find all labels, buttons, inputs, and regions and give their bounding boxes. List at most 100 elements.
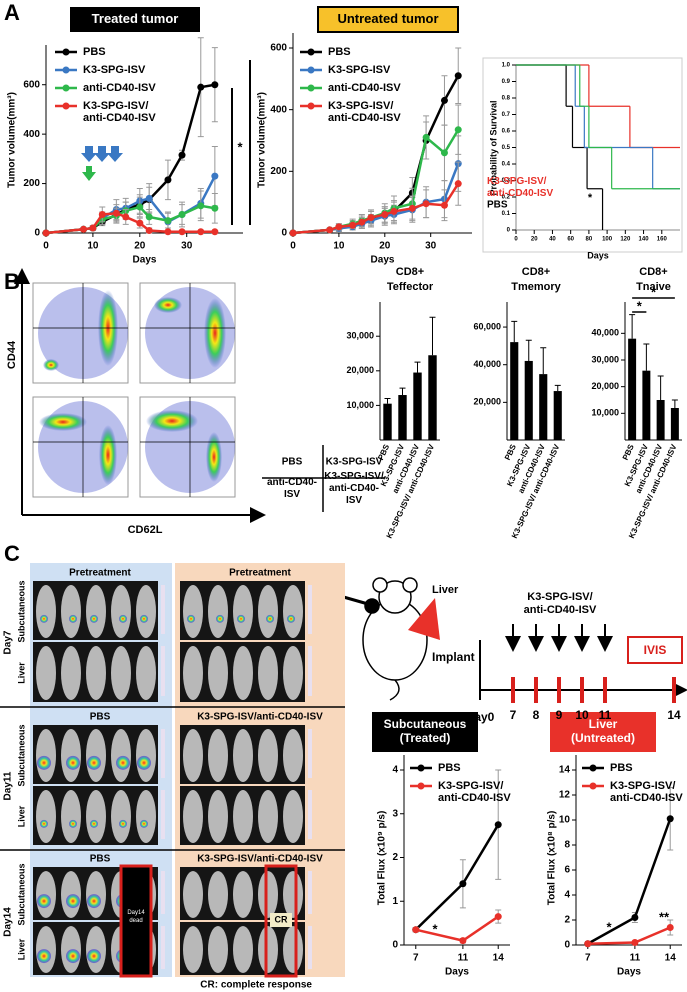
signal [140, 614, 148, 623]
y-tick-label: 0.1 [502, 211, 511, 217]
x-tick-label: 10 [333, 241, 345, 252]
mouse [183, 926, 203, 973]
legend-label: PBS [438, 762, 461, 774]
density-hotspot [146, 410, 198, 432]
cr-label: CR [275, 914, 288, 924]
bar [524, 360, 533, 440]
mouse [111, 585, 131, 638]
density-hotspot [204, 298, 226, 368]
mouse [36, 790, 56, 843]
mouse [61, 729, 81, 782]
point [349, 221, 357, 229]
y-tick-label: 0.5 [502, 145, 511, 151]
legend-label: anti-CD40-ISV [83, 82, 156, 94]
point [122, 213, 130, 221]
legend-label: K3-SPG-ISV/anti-CD40-ISV [610, 780, 683, 804]
mouse [258, 729, 278, 782]
x-axis-label: Days [445, 967, 469, 978]
point [145, 213, 153, 221]
mouse [111, 729, 131, 782]
y-tick-label: 12 [559, 790, 571, 801]
column-header: K3-SPG-ISV/anti-CD40-ISV [197, 712, 323, 723]
scale-bar [161, 646, 165, 696]
point [631, 914, 639, 921]
y-tick-label: 200 [270, 166, 287, 177]
panel-label: C [4, 541, 20, 566]
x-tick-label: 20 [134, 241, 146, 252]
point [197, 202, 205, 210]
flow-plot [139, 396, 236, 498]
point [112, 209, 120, 217]
y-tick-label: 0 [392, 940, 398, 951]
bar [398, 395, 407, 440]
y-tick-label: 0.2 [502, 195, 511, 201]
signal [137, 755, 151, 770]
legend-marker [62, 102, 70, 110]
mouse [208, 871, 228, 918]
error-bar [671, 399, 678, 408]
mouse [208, 729, 228, 782]
title-box [70, 7, 200, 32]
y-axis-label: Total Flux (x10⁹ p/s) [377, 811, 388, 906]
error-bar [629, 314, 636, 339]
treatment-arrows [81, 146, 123, 181]
day-number: 9 [556, 708, 563, 722]
point [440, 201, 448, 209]
mouse [258, 871, 278, 918]
point [440, 96, 448, 104]
signal [69, 819, 77, 828]
y-tick-label: 10,000 [346, 400, 374, 410]
legend-label: K3-SPG-ISV/anti-CD40-ISV [83, 100, 156, 124]
bar [553, 391, 562, 440]
legend-marker [62, 66, 70, 74]
mouse [208, 646, 228, 700]
y-tick-label: 40,000 [591, 328, 619, 338]
error-bar [525, 339, 532, 361]
y-tick-label: 20,000 [346, 365, 374, 375]
legend-marker [307, 84, 315, 92]
flow-plot [32, 282, 129, 384]
legend-marker [589, 764, 597, 772]
series-line [45, 211, 215, 235]
mouse [136, 729, 156, 782]
error-bar [414, 361, 421, 373]
group-key: K3-SPG-ISV [326, 457, 383, 468]
y-tick-label: 0.6 [502, 129, 511, 135]
y-tick-label: 2 [564, 915, 570, 926]
signal [37, 894, 51, 909]
x-axis-label: Days [133, 255, 157, 266]
row-label: Subcutaneous [16, 863, 26, 925]
legend-marker [589, 782, 597, 790]
point [584, 940, 592, 948]
error-bar [384, 397, 391, 404]
legend-label: PBS [328, 46, 351, 58]
x-tick-label: 120 [620, 237, 631, 243]
x-axis-label: Days [617, 967, 641, 978]
series-line [292, 163, 460, 235]
mouse [61, 790, 81, 843]
treatment-label: K3-SPG-ISV/anti-CD40-ISV [524, 591, 597, 616]
column-header: K3-SPG-ISV/anti-CD40-ISV [197, 854, 323, 865]
x-tick-label: 11 [630, 953, 641, 964]
axis-label: CD44 [6, 340, 18, 369]
flow-plot [139, 282, 236, 384]
mouse [183, 646, 203, 700]
chart-title: CD8+ Tnaive [636, 266, 671, 293]
point [197, 228, 205, 236]
mouse [233, 729, 253, 782]
series-line [587, 818, 672, 945]
mouse [258, 790, 278, 843]
legend-marker [417, 782, 425, 790]
point [454, 72, 462, 80]
mouse [61, 585, 81, 638]
row-label: Liver [16, 805, 26, 827]
bar [670, 408, 679, 440]
column-header: Pretreatment [229, 568, 291, 579]
point [164, 217, 172, 225]
chart-title: Subcutaneous (Treated) [384, 717, 467, 745]
x-tick-label: 11 [458, 953, 469, 964]
y-axis-label: Probability of Survival [488, 100, 498, 195]
point [367, 214, 375, 222]
point [440, 149, 448, 157]
y-tick-label: 600 [23, 79, 40, 90]
